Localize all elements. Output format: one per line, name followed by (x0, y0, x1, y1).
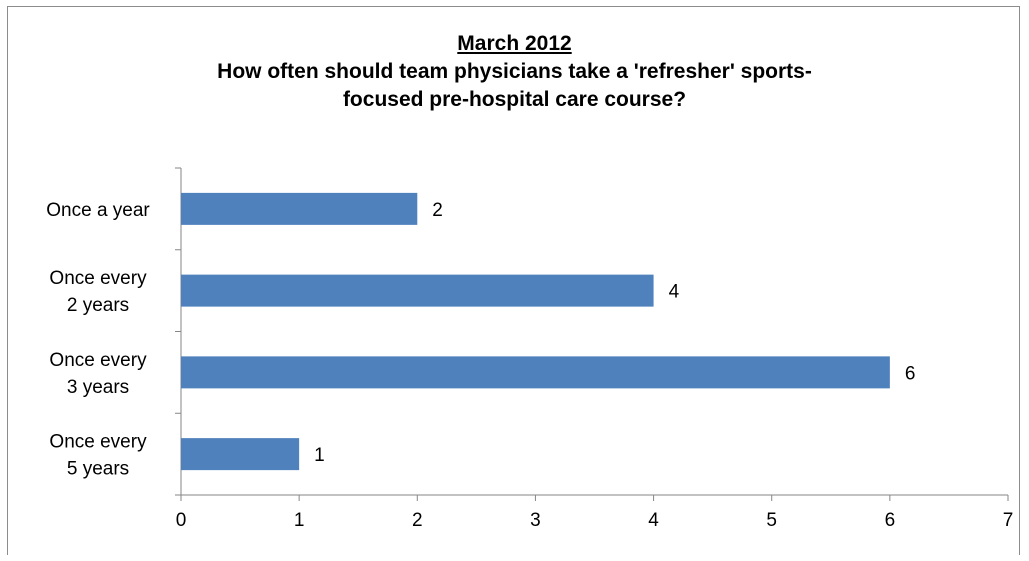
data-label: 1 (314, 445, 325, 466)
category-label: Once a year (46, 200, 150, 221)
category-label: Once every (49, 432, 147, 453)
x-tick-label: 3 (530, 510, 541, 531)
category-label: Once every (49, 268, 147, 289)
bar (181, 438, 300, 471)
bar (181, 274, 654, 307)
category-label: 3 years (67, 377, 129, 398)
bar (181, 192, 418, 225)
x-tick-label: 0 (176, 510, 187, 531)
data-label: 6 (905, 363, 916, 384)
x-tick-label: 1 (294, 510, 305, 531)
x-tick-label: 5 (766, 510, 777, 531)
x-tick-label: 6 (885, 510, 896, 531)
x-tick-label: 4 (648, 510, 659, 531)
data-label: 4 (669, 282, 680, 303)
data-label: 2 (432, 200, 443, 221)
bar (181, 356, 890, 389)
chart-subtitle: How often should team physicians take a … (217, 60, 812, 111)
chart-title-block: March 2012 How often should team physici… (0, 30, 1029, 114)
category-label: 5 years (67, 459, 129, 480)
chart-title: March 2012 (457, 32, 572, 55)
category-label: 2 years (67, 295, 129, 316)
category-label: Once every (49, 350, 147, 371)
x-tick-label: 2 (412, 510, 423, 531)
x-tick-label: 7 (1003, 510, 1014, 531)
